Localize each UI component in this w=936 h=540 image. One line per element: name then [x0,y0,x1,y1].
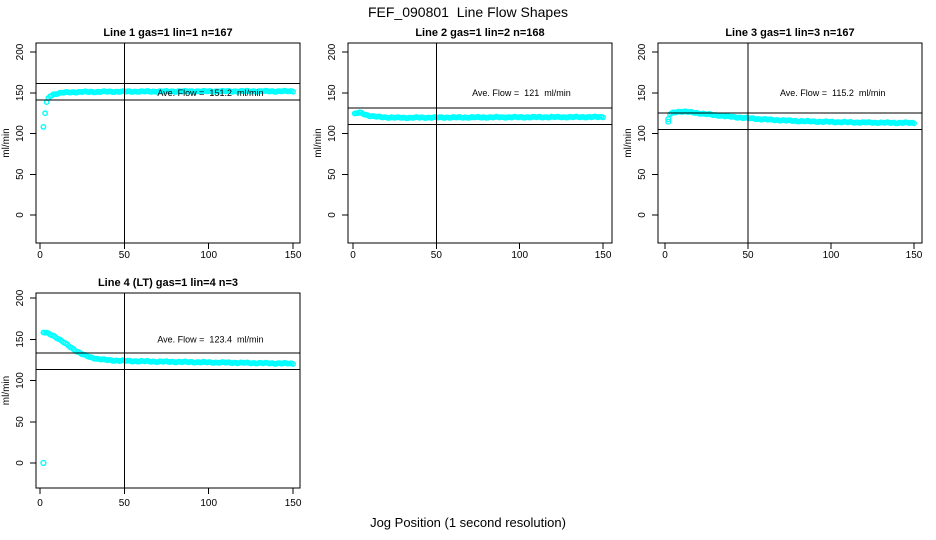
panel-4: 0 50 100 150 0 50 100 150 200 ml/min Line 4 (LT) g… [1,277,302,509]
y-tick-label: 0 [327,212,338,218]
figure-title: FEF_090801 Line Flow Shapes [367,4,568,20]
y-tick-label: 150 [15,84,26,101]
y-tick-label: 50 [15,416,26,428]
data-series [40,87,296,130]
y-tick-label: 150 [15,331,26,348]
x-tick-label: 0 [662,250,668,261]
data-point-outlier [665,118,672,125]
y-tick-label: 50 [327,168,338,180]
x-tick-label: 0 [37,250,43,261]
y-tick-label: 200 [15,289,26,306]
ave-flow-annotation: Ave. Flow = 123.4 ml/min [157,334,263,344]
data-point [42,110,48,117]
y-tick-label: 100 [15,125,26,142]
plot-box [657,42,923,244]
y-tick-label: 50 [15,168,26,180]
y-axis-label: ml/min [1,128,12,157]
x-tick-label: 150 [906,250,923,261]
panel-2: 0 50 100 150 0 50 100 150 200 ml/min Line 2 gas=1 … [313,27,613,261]
ave-flow-annotation: Ave. Flow = 121 ml/min [472,88,571,98]
y-axis-label: ml/min [313,128,324,157]
ave-flow-annotation: Ave. Flow = 151.2 ml/min [157,88,263,98]
data-point [290,361,296,367]
y-tick-label: 0 [15,460,26,466]
x-tick-label: 100 [200,250,217,261]
x-tick-label: 100 [511,250,528,261]
x-tick-label: 150 [595,250,612,261]
panel-title: Line 2 gas=1 lin=2 n=168 [415,27,544,39]
data-point-outlier [40,459,47,467]
data-series [351,109,606,122]
y-tick-label: 200 [637,43,648,60]
data-point [40,124,47,130]
plot-box [347,42,613,244]
panel-3: 0 50 100 150 0 50 100 150 200 ml/min Line 3 gas=1 … [623,27,923,261]
y-tick-label: 150 [637,84,648,101]
panel-title: Line 3 gas=1 lin=3 n=167 [725,27,854,39]
data-point [600,114,606,121]
x-tick-label: 150 [285,498,302,509]
data-series [40,329,296,467]
plot-box [35,292,301,489]
ave-flow-annotation: Ave. Flow = 115.2 ml/min [780,88,885,98]
y-axis-label: ml/min [1,376,12,405]
x-tick-label: 50 [742,250,754,261]
panel-title: Line 4 (LT) gas=1 lin=4 n=3 [98,277,238,289]
y-tick-label: 100 [327,125,338,142]
y-tick-label: 0 [15,212,26,218]
plot-box [35,42,301,244]
y-tick-label: 100 [637,125,648,142]
x-tick-label: 0 [37,498,43,509]
data-series [665,108,917,127]
x-tick-label: 100 [823,250,840,261]
data-point [290,88,296,95]
y-tick-label: 100 [15,372,26,389]
x-tick-label: 50 [119,250,131,261]
data-point [911,120,917,127]
x-tick-label: 150 [285,250,302,261]
y-tick-label: 150 [327,84,338,101]
x-tick-label: 50 [431,250,443,261]
y-tick-label: 200 [327,43,338,60]
panel-title: Line 1 gas=1 lin=1 n=167 [103,27,232,39]
y-axis-label: ml/min [623,128,634,157]
panel-1: 0 50 100 150 0 50 100 150 200 ml/min Line 1 gas=1 … [1,27,302,261]
y-tick-label: 200 [15,43,26,60]
x-tick-label: 0 [350,250,356,261]
data-point-outlier [665,116,672,123]
x-tick-label: 50 [119,498,131,509]
x-tick-label: 100 [200,498,217,509]
y-tick-label: 50 [637,168,648,180]
figure-xlabel: Jog Position (1 second resolution) [370,515,566,530]
y-tick-label: 0 [637,212,648,218]
